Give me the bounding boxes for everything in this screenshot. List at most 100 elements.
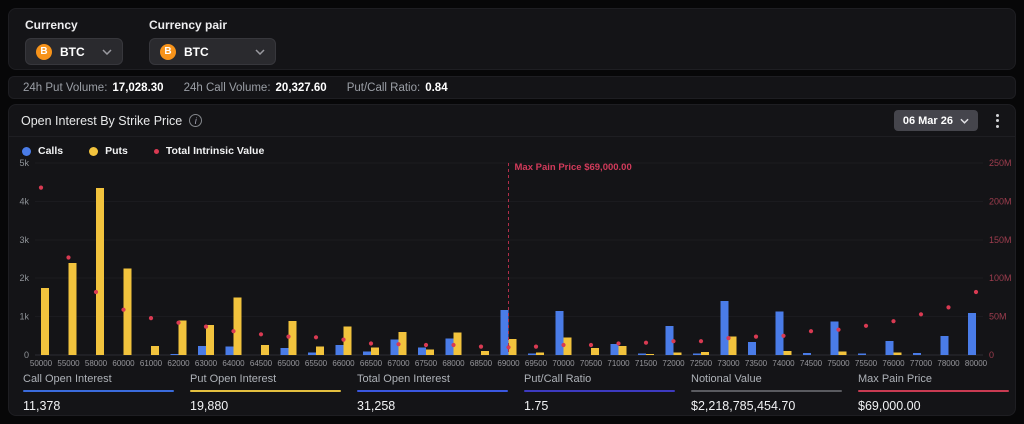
- put-bar[interactable]: [701, 351, 709, 355]
- call-bar[interactable]: [280, 348, 289, 355]
- put-bar[interactable]: [481, 350, 489, 355]
- put-bar[interactable]: [453, 332, 462, 355]
- intrinsic-value-dot[interactable]: [478, 344, 484, 349]
- currency-dropdown[interactable]: B BTC: [25, 38, 123, 65]
- call-bar[interactable]: [555, 310, 564, 355]
- call-bar[interactable]: [418, 347, 426, 355]
- put-bar[interactable]: [591, 348, 599, 355]
- intrinsic-value-dot[interactable]: [66, 255, 71, 260]
- intrinsic-value-dot[interactable]: [918, 312, 924, 317]
- put-bar[interactable]: [783, 350, 792, 355]
- intrinsic-value-dot[interactable]: [973, 289, 979, 295]
- intrinsic-value-dot[interactable]: [561, 342, 566, 348]
- call-bar[interactable]: [390, 339, 399, 355]
- intrinsic-value-dot[interactable]: [258, 332, 264, 337]
- put-bar[interactable]: [673, 352, 682, 355]
- intrinsic-value-dot[interactable]: [946, 305, 951, 310]
- expiry-date-dropdown[interactable]: 06 Mar 26: [893, 110, 978, 131]
- put-bar[interactable]: [123, 268, 132, 355]
- currency-pair-dropdown[interactable]: B BTC: [149, 38, 276, 65]
- put-bar[interactable]: [178, 320, 187, 355]
- call-bar[interactable]: [720, 300, 729, 355]
- intrinsic-value-dot[interactable]: [341, 337, 346, 342]
- intrinsic-value-dot[interactable]: [753, 334, 759, 339]
- put-bar[interactable]: [563, 337, 572, 355]
- call-bar[interactable]: [500, 310, 509, 355]
- intrinsic-value-dot[interactable]: [726, 336, 731, 341]
- intrinsic-value-dot[interactable]: [698, 339, 704, 344]
- call-bar[interactable]: [225, 346, 234, 355]
- intrinsic-value-dot[interactable]: [203, 324, 209, 329]
- chevron-down-icon: [102, 48, 112, 55]
- intrinsic-value-dot[interactable]: [643, 340, 649, 345]
- intrinsic-value-dot[interactable]: [863, 323, 869, 328]
- intrinsic-value-dot[interactable]: [671, 339, 676, 344]
- legend-item-calls[interactable]: Calls: [22, 145, 63, 157]
- put-bar[interactable]: [838, 351, 847, 356]
- legend-item-total-intrinsic-value[interactable]: Total Intrinsic Value: [153, 145, 264, 157]
- call-bar[interactable]: [803, 353, 811, 355]
- intrinsic-value-dot[interactable]: [286, 334, 291, 339]
- call-bar[interactable]: [748, 341, 756, 355]
- call-bar[interactable]: [610, 344, 619, 355]
- put-bar[interactable]: [261, 345, 269, 355]
- call-bar[interactable]: [445, 338, 454, 356]
- call-bar[interactable]: [335, 345, 344, 355]
- call-bar[interactable]: [198, 345, 206, 355]
- intrinsic-value-dot[interactable]: [38, 185, 44, 190]
- intrinsic-value-dot[interactable]: [121, 307, 126, 312]
- intrinsic-value-dot[interactable]: [808, 329, 814, 334]
- call-bar[interactable]: [858, 353, 866, 356]
- intrinsic-value-dot[interactable]: [423, 342, 429, 348]
- put-bar[interactable]: [536, 352, 544, 355]
- intrinsic-value-dot[interactable]: [313, 335, 319, 340]
- put-bar[interactable]: [646, 353, 654, 355]
- put-bar[interactable]: [68, 262, 77, 355]
- put-bar[interactable]: [618, 346, 627, 355]
- put-bar[interactable]: [371, 347, 379, 355]
- put-bar[interactable]: [233, 297, 242, 355]
- legend-item-puts[interactable]: Puts: [89, 145, 128, 157]
- call-bar[interactable]: [528, 353, 536, 356]
- put-bar[interactable]: [728, 336, 737, 355]
- put-bar[interactable]: [343, 326, 352, 355]
- intrinsic-value-dot[interactable]: [781, 333, 786, 338]
- intrinsic-value-dot[interactable]: [176, 320, 181, 325]
- put-bar[interactable]: [426, 349, 434, 355]
- put-bar[interactable]: [508, 338, 517, 355]
- call-bar[interactable]: [940, 336, 949, 355]
- call-bar[interactable]: [363, 351, 371, 355]
- call-bar[interactable]: [308, 352, 316, 355]
- call-bar[interactable]: [693, 353, 701, 356]
- put-bar[interactable]: [316, 346, 324, 355]
- put-bar[interactable]: [151, 346, 159, 355]
- intrinsic-value-dot[interactable]: [616, 341, 621, 346]
- intrinsic-value-dot[interactable]: [93, 289, 99, 295]
- put-bar[interactable]: [96, 188, 104, 355]
- call-bar[interactable]: [913, 353, 921, 355]
- info-icon[interactable]: i: [189, 114, 203, 127]
- intrinsic-value-dot[interactable]: [836, 327, 841, 332]
- intrinsic-value-dot[interactable]: [231, 329, 236, 334]
- intrinsic-value-dot[interactable]: [588, 342, 594, 348]
- put-bar[interactable]: [41, 287, 49, 355]
- call-bar[interactable]: [665, 325, 674, 355]
- call-bar[interactable]: [830, 321, 839, 355]
- intrinsic-value-dot[interactable]: [368, 341, 374, 346]
- call-bar[interactable]: [170, 353, 179, 355]
- call-bar[interactable]: [775, 311, 784, 355]
- intrinsic-value-dot[interactable]: [506, 345, 511, 350]
- put-bar[interactable]: [893, 352, 902, 355]
- put-bar[interactable]: [398, 332, 407, 355]
- kebab-menu-icon[interactable]: [990, 110, 1005, 132]
- call-bar[interactable]: [885, 341, 894, 355]
- intrinsic-value-dot[interactable]: [891, 319, 896, 324]
- put-bar[interactable]: [288, 320, 297, 355]
- intrinsic-value-dot[interactable]: [148, 316, 154, 321]
- put-bar[interactable]: [206, 325, 214, 355]
- intrinsic-value-dot[interactable]: [396, 342, 401, 347]
- call-bar[interactable]: [638, 353, 646, 356]
- call-bar[interactable]: [968, 313, 976, 355]
- intrinsic-value-dot[interactable]: [533, 344, 539, 349]
- intrinsic-value-dot[interactable]: [451, 342, 456, 348]
